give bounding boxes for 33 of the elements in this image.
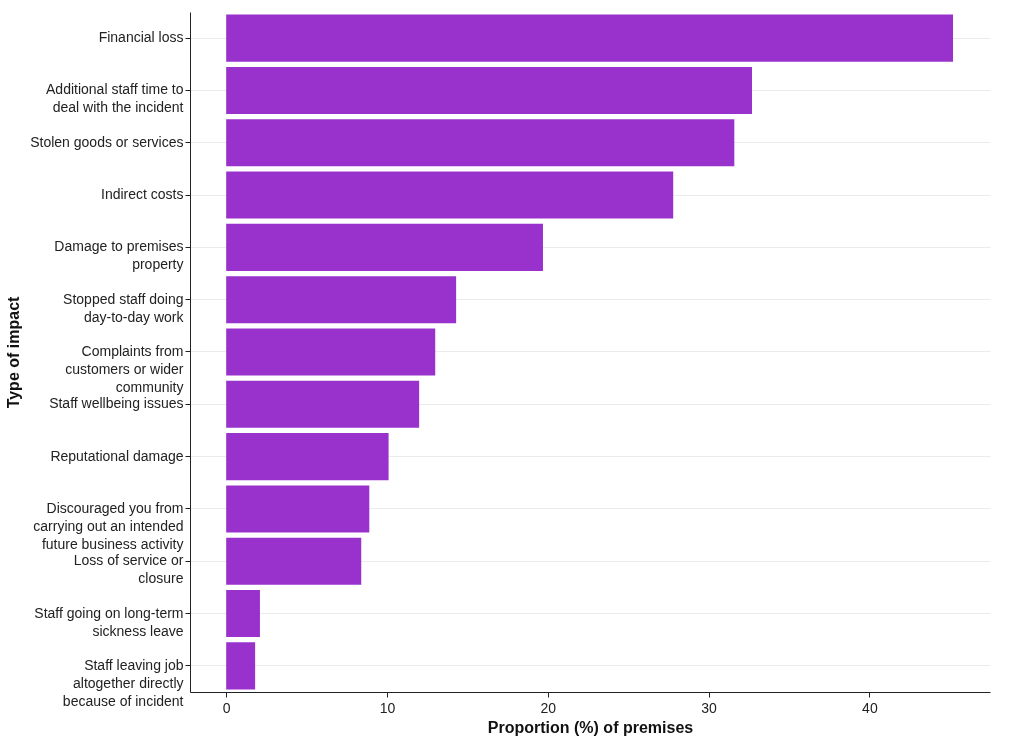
x-tick-label: 20 — [540, 699, 557, 716]
y-tick-label: Reputational damage — [50, 447, 184, 464]
y-tick-label: Damage to premises property — [54, 238, 184, 273]
y-tick-label: Discouraged you from carrying out an intended future business activity — [33, 499, 184, 552]
bar — [226, 223, 543, 271]
y-tick-label: Additional staff time to deal with the incident — [46, 81, 184, 116]
y-tick-label: Staff wellbeing issues — [49, 395, 184, 412]
bar — [226, 14, 954, 62]
bar — [226, 171, 674, 219]
bar — [226, 485, 370, 533]
bar — [226, 119, 735, 167]
y-tick-label: Complaints from customers or wider community — [65, 343, 184, 395]
bar — [226, 328, 436, 376]
bar — [226, 66, 753, 114]
bar — [226, 537, 362, 585]
y-tick-label: Financial loss — [98, 29, 184, 46]
y-tick-label: Indirect costs — [101, 186, 184, 203]
y-tick-label: Stopped staff doing day-to-day work — [63, 290, 185, 325]
x-tick-label: 0 — [222, 699, 231, 716]
y-tick-label: Stolen goods or services — [30, 133, 184, 150]
x-axis-title: Proportion (%) of premises — [487, 718, 694, 736]
y-tick-label: Staff going on long-term sickness leave — [34, 604, 184, 639]
x-tick-label: 40 — [862, 699, 878, 716]
bar — [226, 276, 457, 324]
bar — [226, 590, 260, 638]
bar — [226, 380, 420, 428]
y-tick-label: Staff leaving job altogether directly because of incident — [62, 656, 184, 709]
x-tick-label: 10 — [379, 699, 396, 716]
x-tick-label: 30 — [701, 699, 718, 716]
bar — [226, 433, 389, 481]
y-tick-label: Loss of service or closure — [73, 552, 184, 587]
bar — [226, 642, 256, 690]
y-axis-title: Type of impact — [5, 295, 23, 409]
